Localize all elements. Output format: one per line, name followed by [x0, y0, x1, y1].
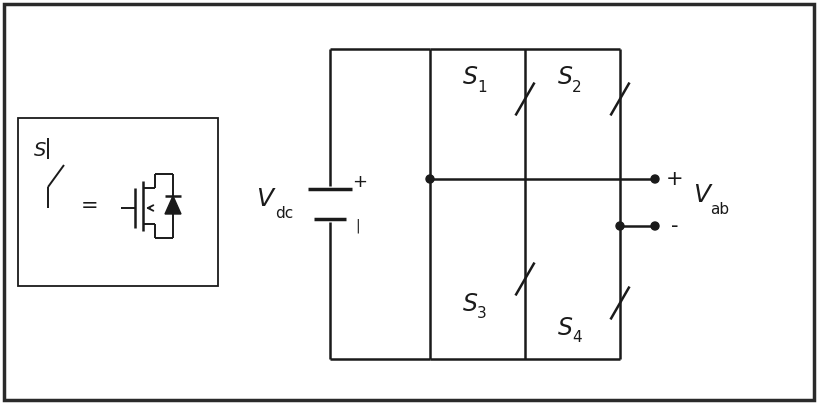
Circle shape — [426, 175, 434, 183]
Text: 2: 2 — [572, 80, 582, 95]
Text: ab: ab — [711, 202, 730, 217]
Text: +: + — [666, 169, 684, 189]
FancyBboxPatch shape — [4, 4, 814, 400]
Text: S: S — [558, 316, 573, 340]
Text: V: V — [256, 187, 273, 211]
Text: 4: 4 — [572, 330, 582, 345]
Text: S: S — [462, 292, 478, 316]
Text: -: - — [672, 216, 679, 236]
Text: 1: 1 — [477, 80, 487, 95]
Text: S: S — [558, 65, 573, 89]
Text: +: + — [353, 173, 367, 191]
Circle shape — [616, 222, 624, 230]
Circle shape — [651, 222, 659, 230]
Text: dc: dc — [275, 206, 293, 221]
Text: |: | — [356, 219, 360, 233]
Text: V: V — [694, 183, 711, 207]
Text: 3: 3 — [477, 307, 487, 322]
Text: =: = — [81, 196, 99, 216]
Polygon shape — [165, 196, 181, 214]
Text: S: S — [462, 65, 478, 89]
FancyBboxPatch shape — [18, 118, 218, 286]
Text: S: S — [34, 141, 46, 160]
Circle shape — [651, 175, 659, 183]
